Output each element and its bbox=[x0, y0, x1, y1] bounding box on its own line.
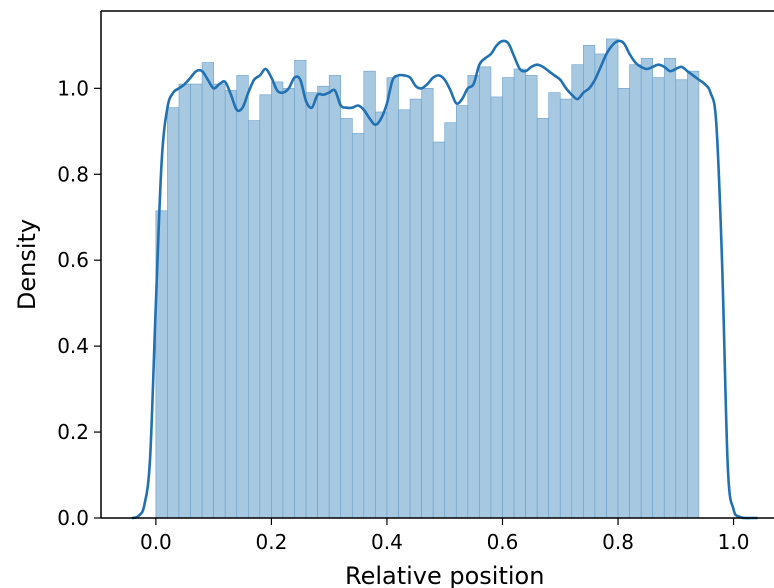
histogram-bar bbox=[271, 81, 284, 519]
y-axis-ticks: 0.0 0.2 0.4 0.6 0.8 1.0 bbox=[57, 76, 101, 530]
histogram-bar bbox=[675, 79, 688, 519]
kde-curve bbox=[131, 39, 758, 520]
histogram-bar bbox=[363, 70, 376, 519]
y-axis-label: Density bbox=[13, 219, 41, 310]
histogram-bar bbox=[201, 62, 214, 519]
histogram-bar bbox=[490, 96, 503, 519]
x-tick-label: 1.0 bbox=[718, 530, 750, 554]
histogram-bar bbox=[178, 83, 191, 519]
histogram-bar bbox=[305, 92, 318, 519]
histogram-bar bbox=[479, 66, 492, 519]
histogram-bar bbox=[259, 94, 272, 519]
histogram-bar bbox=[432, 141, 446, 519]
histogram-bar bbox=[629, 64, 642, 519]
y-tick-label: 0.2 bbox=[57, 420, 89, 444]
histogram-bar bbox=[282, 88, 295, 519]
histogram-bar bbox=[559, 98, 573, 519]
histogram-bar bbox=[294, 60, 307, 519]
histogram-bar bbox=[617, 88, 630, 519]
histogram-bar bbox=[213, 83, 226, 519]
histogram-bar bbox=[467, 75, 480, 519]
histogram-bar bbox=[652, 77, 665, 519]
x-tick-label: 0.8 bbox=[602, 530, 634, 554]
x-axis-label: Relative position bbox=[345, 562, 544, 588]
y-tick-label: 1.0 bbox=[57, 76, 89, 100]
histogram-bar bbox=[236, 75, 249, 519]
histogram-bar bbox=[421, 88, 434, 519]
histogram-bar bbox=[606, 38, 619, 519]
histogram-bar bbox=[594, 53, 607, 519]
histogram-bar bbox=[398, 109, 411, 519]
histogram-bar bbox=[317, 85, 330, 519]
y-tick-label: 0.0 bbox=[57, 506, 89, 530]
histogram-bar bbox=[409, 98, 422, 519]
histogram-bar bbox=[640, 57, 653, 519]
x-tick-label: 0.4 bbox=[371, 530, 403, 554]
histogram-bar bbox=[502, 77, 515, 519]
histogram-bar bbox=[375, 111, 388, 519]
histogram-bar bbox=[548, 92, 561, 519]
histogram-bars bbox=[155, 38, 700, 519]
histogram-bar bbox=[224, 90, 238, 519]
histogram-bar bbox=[663, 57, 677, 519]
histogram-bar bbox=[444, 122, 457, 519]
histogram-bar bbox=[513, 68, 526, 519]
x-tick-label: 0.2 bbox=[256, 530, 288, 554]
x-tick-label: 0.6 bbox=[487, 530, 519, 554]
histogram-bar bbox=[190, 83, 203, 519]
y-tick-label: 0.8 bbox=[57, 162, 89, 186]
y-tick-label: 0.6 bbox=[57, 248, 89, 272]
histogram-bar bbox=[351, 133, 365, 519]
histogram-bar bbox=[455, 105, 469, 519]
histogram-bar bbox=[248, 120, 261, 519]
histogram-bar bbox=[583, 45, 596, 519]
y-tick-label: 0.4 bbox=[57, 334, 89, 358]
histogram-bar bbox=[687, 70, 700, 519]
histogram-bar bbox=[536, 118, 550, 519]
histogram-bar bbox=[386, 77, 399, 519]
histogram-bar bbox=[571, 64, 584, 519]
histogram-bar bbox=[328, 75, 342, 519]
histogram-bar bbox=[340, 118, 353, 519]
histogram-bar bbox=[167, 107, 180, 519]
x-tick-label: 0.0 bbox=[140, 530, 172, 554]
histogram-bar bbox=[525, 75, 538, 519]
x-axis-ticks: 0.0 0.2 0.4 0.6 0.8 1.0 bbox=[140, 518, 749, 554]
